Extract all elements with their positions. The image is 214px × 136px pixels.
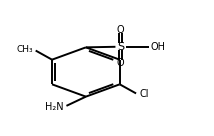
Text: O: O [117, 25, 125, 35]
Text: CH₃: CH₃ [16, 45, 33, 54]
Text: H₂N: H₂N [45, 102, 64, 112]
Text: O: O [117, 58, 125, 68]
Text: Cl: Cl [139, 89, 149, 99]
Text: S: S [117, 42, 124, 52]
Text: OH: OH [150, 42, 165, 52]
